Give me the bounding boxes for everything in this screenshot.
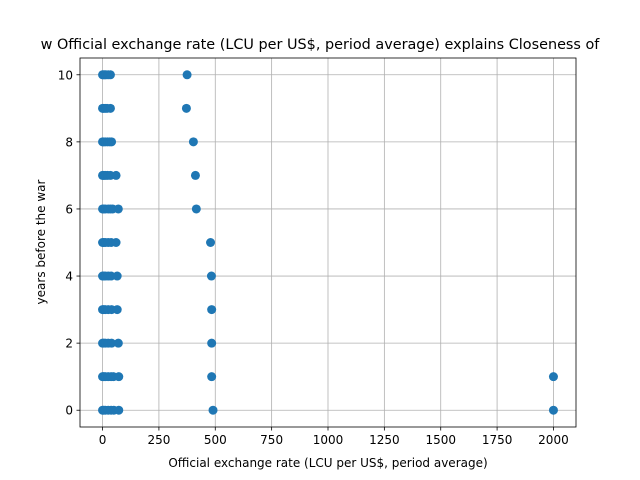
data-point: [105, 103, 115, 113]
x-tick-label: 0: [99, 433, 107, 447]
data-point: [207, 338, 217, 348]
x-tick-label: 1750: [482, 433, 513, 447]
y-axis-ticks: 0 2 4 6 8 10: [58, 68, 80, 418]
data-point: [548, 372, 558, 382]
data-point: [206, 238, 216, 247]
data-point: [208, 405, 218, 415]
x-tick-label: 500: [204, 433, 227, 447]
data-point: [114, 372, 124, 382]
data-point: [111, 238, 121, 247]
y-axis-label: years before the war: [34, 179, 48, 304]
x-tick-label: 1000: [313, 433, 344, 447]
y-tick-label: 2: [65, 337, 73, 351]
data-point: [111, 170, 121, 180]
y-tick-label: 4: [65, 270, 73, 284]
data-point: [188, 137, 198, 147]
x-axis-ticks: 0 250 500 750 1000 1250 1500 1750 2000: [99, 427, 569, 447]
data-point: [207, 305, 217, 315]
data-point: [107, 338, 117, 348]
x-tick-label: 2000: [538, 433, 569, 447]
data-point: [207, 372, 217, 382]
x-tick-label: 1250: [369, 433, 400, 447]
x-tick-label: 1500: [425, 433, 456, 447]
chart-title: w Official exchange rate (LCU per US$, p…: [41, 37, 601, 53]
data-point: [105, 70, 115, 80]
data-point: [112, 271, 122, 281]
data-point: [107, 137, 117, 147]
data-points: [98, 70, 558, 415]
x-tick-label: 750: [260, 433, 283, 447]
data-point: [206, 271, 216, 281]
grid-lines: [80, 58, 576, 427]
y-tick-label: 6: [65, 202, 73, 216]
data-point: [548, 405, 558, 415]
data-point: [181, 103, 191, 113]
data-point: [112, 305, 122, 315]
data-point: [113, 204, 123, 214]
data-point: [113, 338, 123, 348]
y-tick-label: 0: [65, 404, 73, 418]
data-point: [114, 405, 124, 415]
data-point: [182, 70, 192, 80]
x-axis-label: Official exchange rate (LCU per US$, per…: [168, 456, 487, 470]
y-tick-label: 10: [58, 68, 73, 82]
data-point: [190, 170, 200, 180]
x-tick-label: 250: [147, 433, 170, 447]
data-point: [191, 204, 201, 214]
y-tick-label: 8: [65, 135, 73, 149]
